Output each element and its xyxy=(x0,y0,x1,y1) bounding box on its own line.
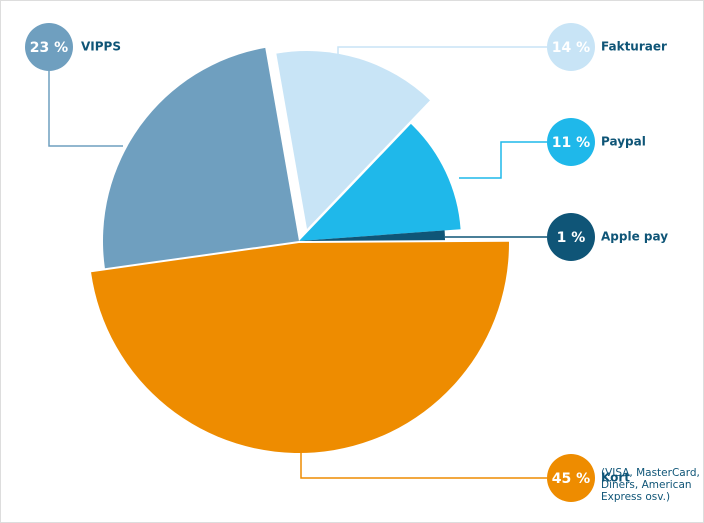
value-label: 11 % xyxy=(552,135,590,151)
legend-label: VIPPS xyxy=(81,40,121,54)
pie-slice xyxy=(299,123,461,241)
label-badge xyxy=(25,23,73,71)
label-badge xyxy=(547,23,595,71)
leader-line xyxy=(300,446,547,479)
pie-slice xyxy=(276,50,430,229)
label-badge xyxy=(547,118,595,166)
label-badge xyxy=(547,454,595,502)
leader-line xyxy=(48,71,123,147)
annotation: (VISA, MasterCard, Diners, American Expr… xyxy=(601,467,700,503)
legend-label: Kort xyxy=(601,471,630,485)
legend-label: Apple pay xyxy=(601,230,668,244)
value-label: 45 % xyxy=(552,471,590,487)
leader-line xyxy=(459,141,547,179)
legend-label: Fakturaer xyxy=(601,40,667,54)
legend-label: Paypal xyxy=(601,135,646,149)
pie-slice xyxy=(91,241,510,454)
pie-slice xyxy=(299,230,445,241)
value-label: 14 % xyxy=(552,40,590,56)
pie-slice xyxy=(103,47,299,269)
value-label: 23 % xyxy=(30,40,68,56)
label-badge xyxy=(547,213,595,261)
value-label: 1 % xyxy=(557,230,586,246)
